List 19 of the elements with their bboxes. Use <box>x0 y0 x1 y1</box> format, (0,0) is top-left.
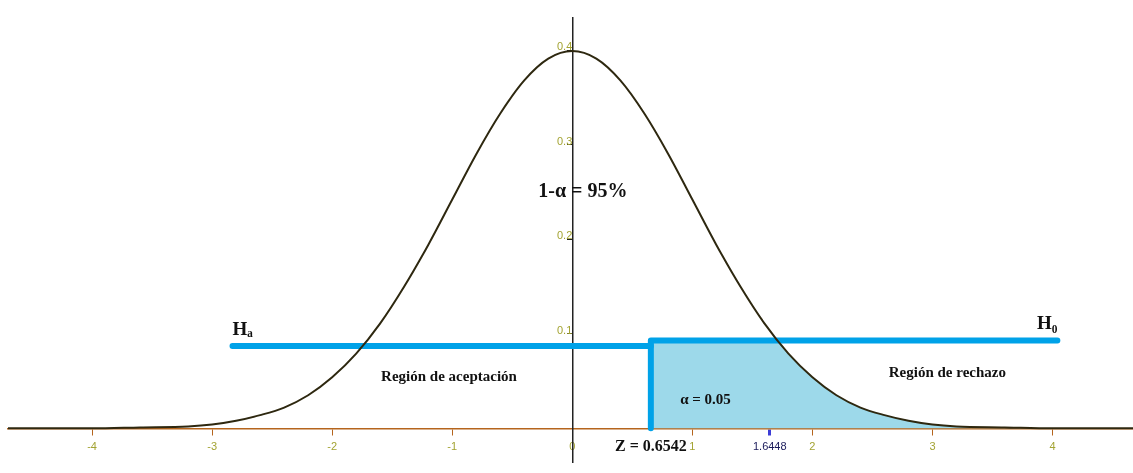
annotation: Z = 0.6542 <box>614 436 687 454</box>
x-tick-label: 2 <box>809 439 816 452</box>
x-tick-label: -1 <box>447 439 458 452</box>
series-label: Hₐ <box>232 318 254 340</box>
x-tick-label: 1 <box>689 439 696 452</box>
x-tick-label: -3 <box>207 439 217 452</box>
x-tick-label: 4 <box>1049 439 1056 452</box>
x-tick-label: 1.6448 <box>752 439 787 452</box>
y-tick-label: 0.2 <box>557 229 573 242</box>
y-tick-label: 0.1 <box>557 323 573 336</box>
annotation: Región de aceptación <box>381 367 518 384</box>
y-tick-label: 0.3 <box>557 134 573 147</box>
series-label: H₀ <box>1036 312 1058 334</box>
annotation: Región de rechazo <box>888 363 1006 380</box>
y-tick-label: 0.4 <box>557 40 573 53</box>
x-tick-label: 3 <box>929 439 936 452</box>
x-tick-label: -4 <box>87 439 97 452</box>
x-tick-label: -2 <box>327 439 338 452</box>
annotation: α = 0.05 <box>680 390 731 407</box>
